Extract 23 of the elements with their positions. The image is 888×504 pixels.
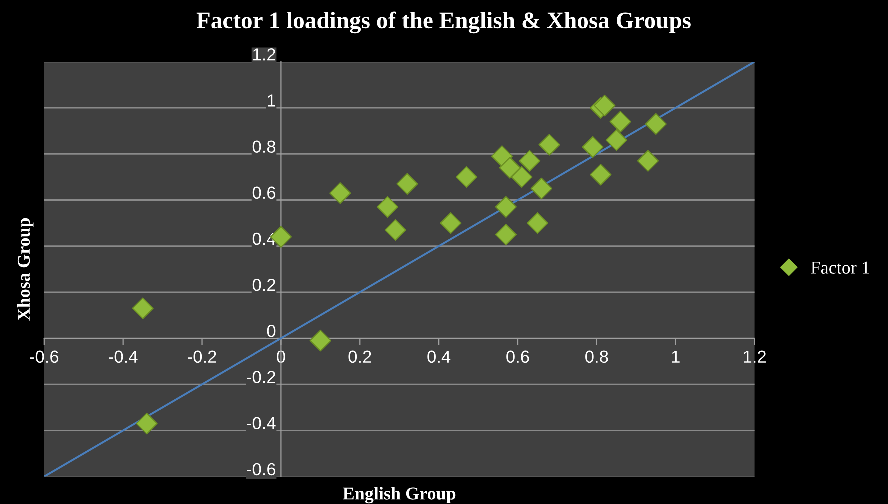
x-tick-label: 0 — [277, 350, 286, 364]
y-tick-label: 0.6 — [252, 186, 276, 200]
y-tick-label: -0.4 — [247, 417, 276, 430]
x-tick-label: -0.4 — [109, 350, 138, 364]
x-tick-label: 1.2 — [744, 350, 766, 363]
legend-label: Factor 1 — [811, 262, 870, 274]
x-axis-title: English Group — [343, 487, 456, 504]
chart-title: Factor 1 loadings of the English & Xhosa Groups — [196, 12, 691, 34]
x-tick-label: 0.2 — [348, 350, 372, 364]
x-tick-label: 0.4 — [428, 350, 451, 364]
y-tick-label: 0.2 — [252, 278, 276, 292]
y-tick-label: -0.2 — [247, 371, 276, 384]
x-tick-label: -0.2 — [188, 350, 216, 364]
x-tick-label: 0.6 — [506, 350, 530, 364]
y-tick-label: 1 — [268, 94, 276, 107]
y-tick-label: 0.8 — [252, 140, 276, 153]
x-tick-label: 1 — [672, 350, 680, 363]
y-axis-title: Xhosa Group — [17, 218, 34, 321]
y-tick-label: 0 — [267, 325, 276, 338]
x-tick-label: 0.8 — [586, 350, 608, 364]
y-tick-label: -0.6 — [247, 463, 276, 476]
x-tick-label: -0.6 — [30, 350, 59, 364]
y-tick-label: 1.2 — [254, 48, 276, 61]
